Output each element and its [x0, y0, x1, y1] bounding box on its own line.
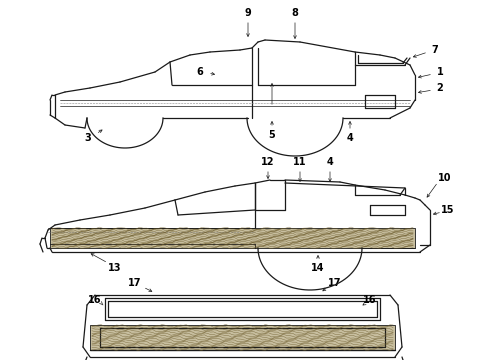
Text: 3: 3: [85, 133, 91, 143]
Bar: [90, 325, 395, 350]
Text: 13: 13: [108, 263, 122, 273]
Text: 5: 5: [269, 130, 275, 140]
Text: 7: 7: [432, 45, 439, 55]
Text: 1: 1: [437, 67, 443, 77]
Text: 15: 15: [441, 205, 455, 215]
Text: 2: 2: [437, 83, 443, 93]
Text: 17: 17: [328, 278, 342, 288]
Bar: [50, 228, 415, 248]
Text: 4: 4: [346, 133, 353, 143]
Text: 4: 4: [327, 157, 333, 167]
Text: 6: 6: [196, 67, 203, 77]
Text: 16: 16: [88, 295, 102, 305]
Text: 16: 16: [363, 295, 377, 305]
Text: 9: 9: [245, 8, 251, 18]
Text: 17: 17: [128, 278, 142, 288]
Text: 14: 14: [311, 263, 325, 273]
Text: 12: 12: [261, 157, 275, 167]
Text: 10: 10: [438, 173, 452, 183]
Text: 11: 11: [293, 157, 307, 167]
Text: 8: 8: [292, 8, 298, 18]
